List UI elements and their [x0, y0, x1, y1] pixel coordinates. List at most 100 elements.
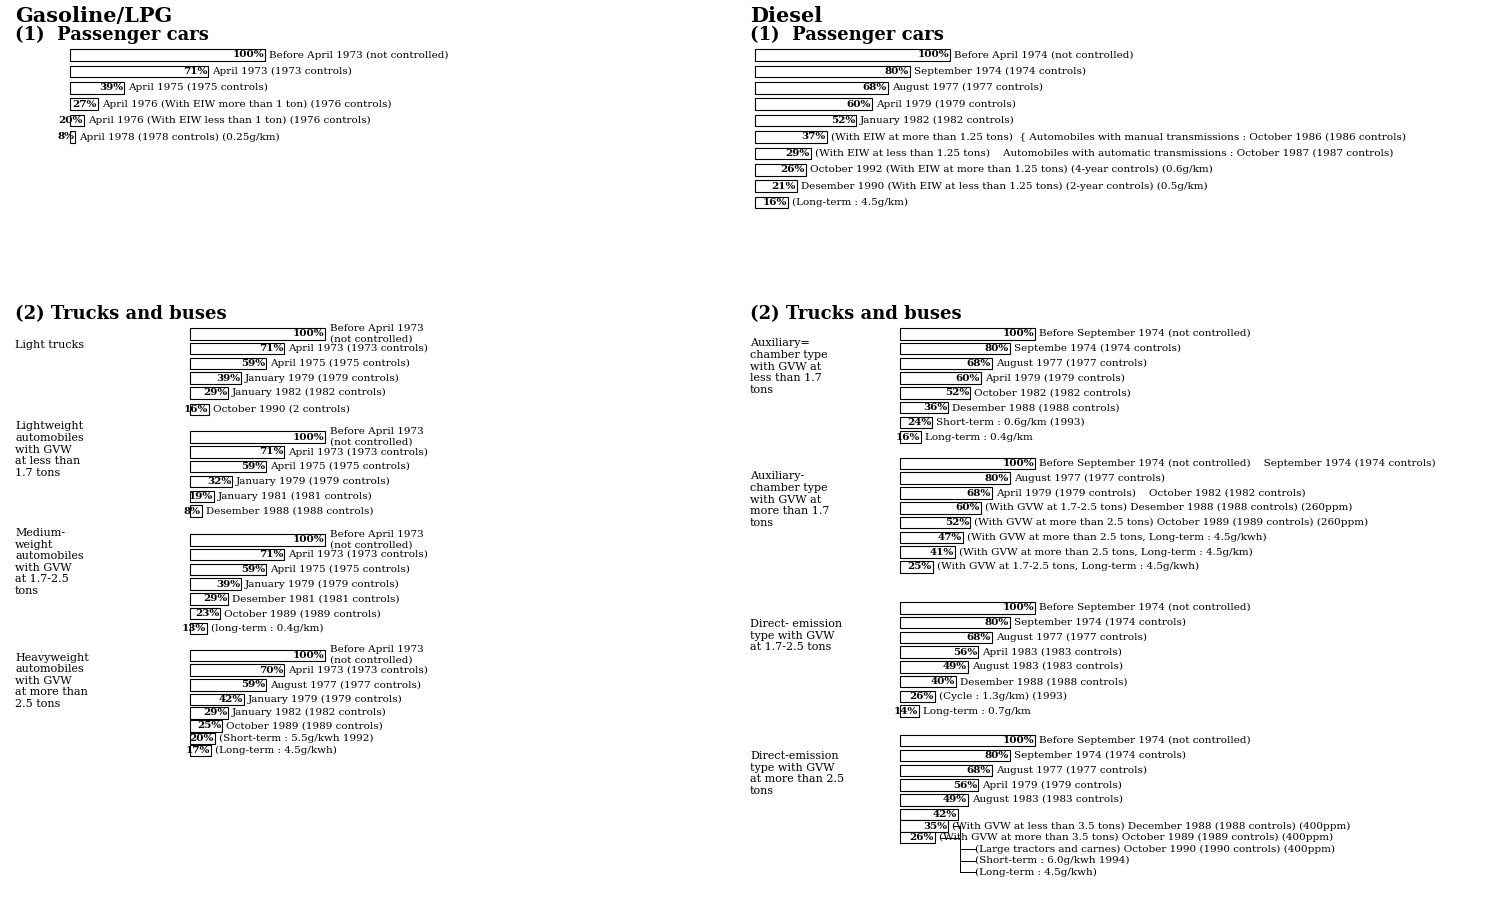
Bar	[190, 593, 228, 604]
Text: 24%: 24%	[907, 418, 931, 427]
Text: (Long-term : 4.5g/km): (Long-term : 4.5g/km)	[793, 198, 909, 207]
Text: 21%: 21%	[772, 182, 796, 191]
Text: August 1983 (1983 controls): August 1983 (1983 controls)	[972, 662, 1123, 671]
Text: April 1979 (1979 controls): April 1979 (1979 controls)	[876, 100, 1016, 109]
Text: (not controlled): (not controlled)	[330, 656, 412, 665]
Text: 8%: 8%	[184, 507, 201, 516]
Text: August 1977 (1977 controls): August 1977 (1977 controls)	[996, 766, 1146, 775]
Bar	[190, 665, 284, 676]
Text: 40%: 40%	[931, 677, 955, 687]
Bar	[900, 402, 949, 414]
Bar	[190, 679, 266, 691]
Bar	[190, 358, 266, 369]
Text: 19%: 19%	[189, 492, 213, 501]
Text: April 1975 (1975 controls): April 1975 (1975 controls)	[271, 359, 410, 368]
Text: Direct- emission
type with GVW
at 1.7-2.5 tons: Direct- emission type with GVW at 1.7-2.…	[749, 619, 842, 652]
Text: 80%: 80%	[984, 751, 1010, 760]
Text: Before September 1974 (not controlled): Before September 1974 (not controlled)	[1039, 330, 1251, 339]
Bar	[190, 549, 284, 561]
Text: 16%: 16%	[183, 404, 208, 414]
Text: 26%: 26%	[910, 692, 934, 701]
Text: (Short-term : 5.5g/kwh 1992): (Short-term : 5.5g/kwh 1992)	[219, 734, 373, 743]
Text: 52%: 52%	[944, 518, 970, 527]
Text: 100%: 100%	[917, 50, 949, 59]
Text: August 1983 (1983 controls): August 1983 (1983 controls)	[972, 795, 1123, 804]
Bar	[900, 780, 978, 791]
Bar	[900, 764, 992, 776]
Text: 59%: 59%	[241, 359, 265, 368]
Text: Septembe 1974 (1974 controls): Septembe 1974 (1974 controls)	[1014, 344, 1181, 353]
Text: 100%: 100%	[1002, 459, 1033, 468]
Text: (With GVW at more than 3.5 tons) October 1989 (1989 controls) (400ppm): (With GVW at more than 3.5 tons) October…	[938, 833, 1334, 842]
Text: Before September 1974 (not controlled): Before September 1974 (not controlled)	[1039, 736, 1251, 745]
Text: 25%: 25%	[196, 721, 222, 730]
Bar	[755, 82, 888, 93]
Bar	[900, 676, 956, 687]
Text: April 1979 (1979 controls): April 1979 (1979 controls)	[981, 781, 1121, 790]
Text: Before April 1973: Before April 1973	[330, 427, 424, 436]
Bar	[190, 732, 216, 744]
Text: January 1982 (1982 controls): January 1982 (1982 controls)	[232, 708, 387, 718]
Bar	[900, 457, 1035, 469]
Text: January 1979 (1979 controls): January 1979 (1979 controls)	[245, 373, 400, 383]
Bar	[900, 373, 981, 383]
Text: 47%: 47%	[938, 533, 962, 541]
Text: 14%: 14%	[894, 707, 917, 716]
Bar	[755, 197, 788, 208]
Bar	[900, 646, 978, 658]
Text: 70%: 70%	[259, 666, 283, 675]
Text: April 1973 (1973 controls): April 1973 (1973 controls)	[288, 550, 428, 559]
Bar	[900, 832, 935, 844]
Text: April 1973 (1973 controls): April 1973 (1973 controls)	[288, 447, 428, 456]
Bar	[70, 131, 74, 142]
Text: Gasoline/LPG: Gasoline/LPG	[15, 6, 172, 26]
Text: Direct-emission
type with GVW
at more than 2.5
tons: Direct-emission type with GVW at more th…	[749, 751, 845, 796]
Text: Light trucks: Light trucks	[15, 341, 85, 351]
Text: January 1982 (1982 controls): January 1982 (1982 controls)	[232, 388, 387, 397]
Text: 16%: 16%	[895, 433, 920, 442]
Text: August 1977 (1977 controls): August 1977 (1977 controls)	[271, 680, 421, 689]
Text: January 1982 (1982 controls): January 1982 (1982 controls)	[859, 116, 1014, 125]
Text: August 1977 (1977 controls): August 1977 (1977 controls)	[996, 359, 1146, 368]
Text: 68%: 68%	[967, 633, 990, 642]
Text: 39%: 39%	[98, 83, 123, 92]
Text: April 1976 (With EIW more than 1 ton) (1976 controls): April 1976 (With EIW more than 1 ton) (1…	[103, 100, 391, 109]
Text: October 1990 (2 controls): October 1990 (2 controls)	[213, 404, 349, 414]
Bar	[900, 820, 949, 832]
Bar	[900, 473, 1010, 484]
Text: Heavyweight
automobiles
with GVW
at more than
2.5 tons: Heavyweight automobiles with GVW at more…	[15, 653, 89, 709]
Text: 29%: 29%	[202, 594, 228, 603]
Text: 68%: 68%	[967, 766, 990, 775]
Text: (1)  Passenger cars: (1) Passenger cars	[749, 26, 944, 45]
Text: 39%: 39%	[216, 580, 239, 589]
Text: (long-term : 0.4g/km): (long-term : 0.4g/km)	[211, 624, 324, 633]
Bar	[900, 488, 992, 498]
Text: (With EIW at less than 1.25 tons)    Automobiles with automatic transmissions : : (With EIW at less than 1.25 tons) Automo…	[815, 149, 1393, 158]
Text: April 1979 (1979 controls): April 1979 (1979 controls)	[984, 373, 1124, 383]
Text: 100%: 100%	[1002, 736, 1033, 745]
Text: 39%: 39%	[216, 373, 239, 383]
Bar	[900, 546, 955, 558]
Text: 100%: 100%	[293, 330, 324, 339]
Bar	[70, 99, 98, 110]
Bar	[190, 563, 266, 575]
Text: (With GVW at more than 2.5 tons) October 1989 (1989 controls) (260ppm): (With GVW at more than 2.5 tons) October…	[974, 518, 1368, 527]
Text: 20%: 20%	[190, 734, 214, 743]
Bar	[755, 181, 797, 192]
Bar	[900, 735, 1035, 747]
Text: 52%: 52%	[831, 116, 855, 125]
Text: April 1978 (1978 controls) (0.25g/km): April 1978 (1978 controls) (0.25g/km)	[79, 132, 280, 142]
Text: 71%: 71%	[259, 344, 283, 353]
Text: October 1989 (1989 controls): October 1989 (1989 controls)	[225, 609, 381, 618]
Bar	[900, 632, 992, 643]
Text: 13%: 13%	[181, 624, 207, 633]
Bar	[190, 720, 222, 731]
Text: (Short-term : 6.0g/kwh 1994): (Short-term : 6.0g/kwh 1994)	[975, 856, 1130, 865]
Text: Long-term : 0.7g/km: Long-term : 0.7g/km	[923, 707, 1030, 716]
Text: 80%: 80%	[984, 618, 1010, 627]
Text: (1)  Passenger cars: (1) Passenger cars	[15, 26, 208, 45]
Bar	[190, 505, 202, 517]
Text: 60%: 60%	[956, 503, 980, 512]
Bar	[900, 517, 970, 529]
Text: Desember 1981 (1981 controls): Desember 1981 (1981 controls)	[232, 594, 400, 603]
